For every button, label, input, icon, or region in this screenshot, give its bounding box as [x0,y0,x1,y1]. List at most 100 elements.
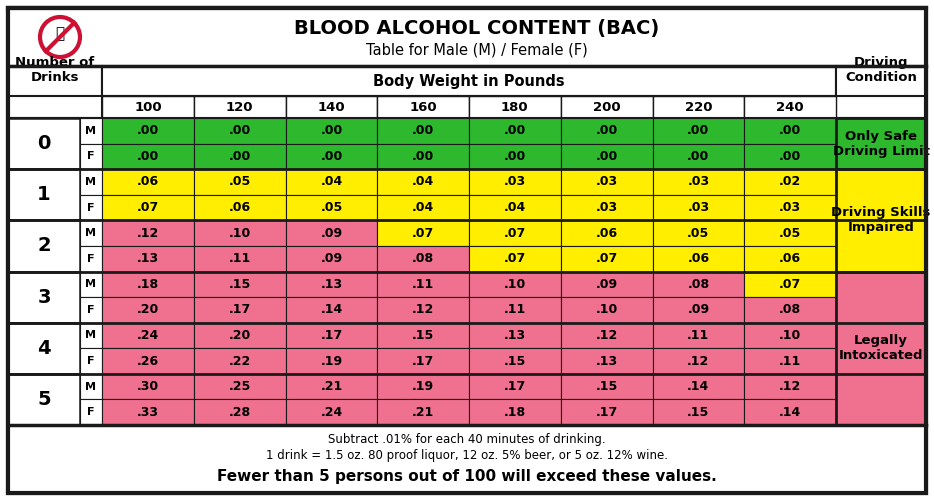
Bar [286,195,377,220]
Bar [469,272,560,297]
Bar [80,323,102,348]
Bar [80,297,102,323]
Bar [102,297,193,323]
Bar [469,220,560,246]
Text: .02: .02 [779,175,801,188]
Bar [377,374,469,399]
Text: .15: .15 [687,406,710,419]
Bar [193,323,286,348]
Bar [286,144,377,169]
Bar [469,374,560,399]
Bar [469,144,560,169]
Bar [8,169,80,220]
Text: BLOOD ALCOHOL CONTENT (BAC): BLOOD ALCOHOL CONTENT (BAC) [294,20,659,39]
Text: .07: .07 [503,226,526,239]
Bar [653,220,744,246]
Text: .00: .00 [779,124,801,137]
Text: .10: .10 [596,304,617,316]
Bar [8,220,80,272]
Text: 240: 240 [776,101,804,114]
Text: .00: .00 [503,124,526,137]
Text: .19: .19 [320,355,343,368]
Text: .17: .17 [229,304,250,316]
Text: M: M [86,126,96,136]
Text: Number of
Drinks: Number of Drinks [15,56,94,84]
Bar [193,144,286,169]
Bar [102,169,193,195]
Text: 3: 3 [37,288,50,307]
Bar [653,118,744,144]
Text: .20: .20 [229,329,250,342]
Text: .19: .19 [412,380,434,393]
Bar [653,272,744,297]
Text: 0: 0 [37,134,50,153]
Text: .17: .17 [412,355,434,368]
Bar [560,144,653,169]
Bar [560,169,653,195]
Bar [193,348,286,374]
Text: .04: .04 [320,175,343,188]
Bar [286,399,377,425]
Text: .06: .06 [136,175,159,188]
Text: .11: .11 [503,304,526,316]
Text: M: M [86,177,96,187]
Bar [744,246,836,272]
Bar [80,399,102,425]
Text: .11: .11 [229,252,250,265]
Bar [836,169,926,272]
Text: .06: .06 [229,201,250,214]
Bar [377,297,469,323]
Bar [836,118,926,169]
Bar [102,66,836,96]
Text: .20: .20 [136,304,159,316]
Text: .15: .15 [412,329,434,342]
Text: .08: .08 [687,278,710,291]
Bar [80,169,102,195]
Text: .13: .13 [320,278,343,291]
Text: .15: .15 [503,355,526,368]
Bar [102,399,193,425]
Text: .18: .18 [503,406,526,419]
Bar [193,246,286,272]
Text: .21: .21 [412,406,434,419]
Text: .00: .00 [136,124,159,137]
Bar [469,118,560,144]
Bar [377,348,469,374]
Bar [744,272,836,297]
Bar [560,297,653,323]
Text: .00: .00 [229,124,250,137]
Bar [377,323,469,348]
Bar [286,323,377,348]
Bar [286,297,377,323]
Bar [80,246,102,272]
Text: .00: .00 [687,150,710,163]
Text: .00: .00 [412,150,434,163]
Text: .00: .00 [596,150,617,163]
Text: .13: .13 [596,355,617,368]
Bar [469,323,560,348]
Bar [286,220,377,246]
Text: .09: .09 [596,278,617,291]
Text: .03: .03 [596,201,617,214]
Bar [836,272,926,425]
Text: .17: .17 [320,329,343,342]
Text: Fewer than 5 persons out of 100 will exceed these values.: Fewer than 5 persons out of 100 will exc… [217,468,717,483]
Bar [286,246,377,272]
Bar [744,118,836,144]
Bar [560,374,653,399]
Bar [653,195,744,220]
Text: .09: .09 [687,304,710,316]
Bar [377,96,469,118]
Bar [8,118,80,169]
Text: .15: .15 [229,278,250,291]
Bar [286,118,377,144]
Bar [744,374,836,399]
Text: M: M [86,331,96,341]
Bar [8,66,102,118]
Text: 🍺: 🍺 [55,27,64,42]
Text: 200: 200 [593,101,620,114]
Text: .14: .14 [779,406,801,419]
Bar [469,96,560,118]
Bar [193,374,286,399]
Bar [469,195,560,220]
